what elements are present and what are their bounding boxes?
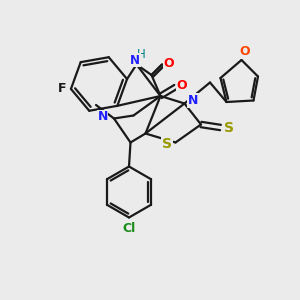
Text: O: O <box>177 79 188 92</box>
Text: N: N <box>98 110 108 124</box>
Text: N: N <box>188 94 198 107</box>
Text: N: N <box>130 53 140 67</box>
Text: S: S <box>224 121 234 134</box>
Text: F: F <box>58 82 66 95</box>
Text: H: H <box>136 48 146 62</box>
Text: O: O <box>240 45 250 58</box>
Text: S: S <box>162 137 172 151</box>
Text: O: O <box>163 56 174 70</box>
Text: Cl: Cl <box>122 222 136 236</box>
